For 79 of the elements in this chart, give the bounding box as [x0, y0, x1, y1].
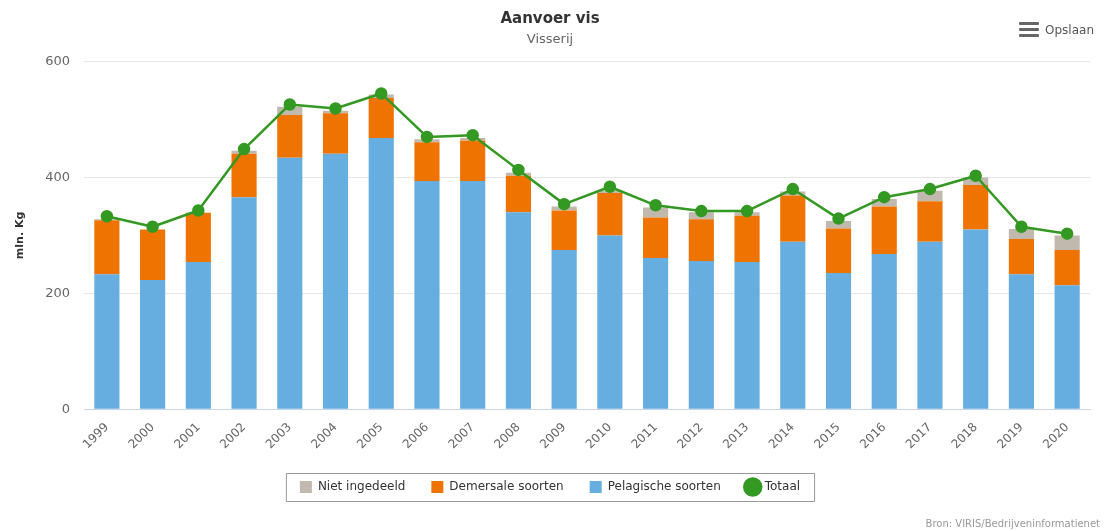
bar [368, 138, 394, 409]
bar [825, 228, 852, 274]
point [740, 204, 754, 218]
bar [1054, 249, 1080, 286]
bar [231, 197, 257, 409]
bar [963, 185, 989, 230]
point [557, 197, 571, 211]
point [695, 204, 708, 218]
bar [597, 193, 623, 236]
point [420, 130, 434, 144]
bar [322, 153, 349, 409]
legend-label: Totaal [763, 479, 801, 494]
bar [185, 262, 211, 409]
point [283, 98, 297, 111]
bar [322, 113, 349, 154]
bar [643, 217, 669, 259]
bar [688, 260, 714, 409]
point [832, 212, 845, 225]
legend-label: Pelagische soorten [607, 479, 721, 494]
bar [140, 229, 166, 281]
bar [185, 212, 211, 263]
bar [688, 219, 714, 261]
bar [140, 280, 166, 409]
point [969, 169, 982, 182]
bar [505, 212, 531, 409]
bar [643, 258, 669, 409]
bar [460, 180, 486, 409]
bar [780, 195, 806, 242]
bar [597, 235, 623, 409]
bar [414, 142, 440, 181]
bar [460, 140, 486, 181]
bar [505, 175, 531, 213]
text: Bron: VIRIS/Bedrijveninformatienet [925, 518, 1100, 529]
point [649, 199, 662, 212]
point [512, 163, 525, 177]
y-tick-label: 400 [45, 168, 71, 184]
y-axis-title: mln. Kg [13, 211, 27, 260]
point [237, 142, 251, 156]
point [1015, 220, 1028, 233]
bar [780, 241, 806, 409]
legend-label: Demersale soorten [449, 479, 564, 494]
point [329, 102, 342, 115]
point [466, 128, 479, 142]
bar [551, 249, 577, 409]
bar [963, 229, 989, 409]
bar [231, 153, 257, 198]
y-tick-label: 200 [45, 284, 71, 300]
bar [1054, 285, 1080, 409]
bar [917, 201, 943, 242]
bar [1008, 274, 1034, 409]
bar [551, 210, 577, 250]
bar [871, 206, 897, 254]
bar [917, 241, 943, 409]
legend-label: Niet ingedeeld [317, 479, 406, 494]
bar [825, 273, 852, 409]
chart-title: Aanvoer vis [500, 8, 600, 27]
bar [734, 262, 760, 409]
point [100, 210, 114, 223]
bar [277, 114, 303, 158]
chart-subtitle: Visserij [526, 31, 574, 47]
point [192, 204, 205, 217]
point [374, 87, 388, 100]
point [603, 180, 617, 193]
point [146, 220, 159, 233]
bar [871, 253, 897, 409]
point [923, 182, 937, 196]
bar [94, 274, 120, 409]
point [877, 190, 891, 204]
bar [94, 220, 120, 275]
bar [1008, 238, 1034, 275]
bar [368, 98, 394, 139]
bar [414, 180, 440, 409]
point [786, 182, 800, 196]
y-tick-label: 600 [45, 52, 71, 68]
y-tick-label: 0 [61, 400, 71, 416]
point [1060, 227, 1074, 240]
bar [277, 157, 303, 409]
text: Opslaan [1045, 22, 1094, 37]
bar [734, 215, 760, 263]
